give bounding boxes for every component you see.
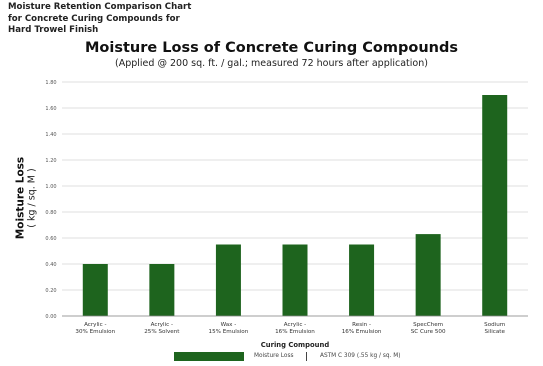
- category-label: 16% Emulsion: [275, 329, 315, 335]
- category-label: 30% Emulsion: [75, 329, 115, 335]
- legend: Moisture Loss ASTM C 309 (.55 kg / sq. M…: [0, 350, 543, 364]
- y-tick-label: 0.00: [45, 314, 56, 320]
- chart-title: Moisture Loss of Concrete Curing Compoun…: [85, 40, 458, 56]
- category-label: 16% Emulsion: [342, 329, 382, 335]
- category-label: Resin -: [352, 322, 371, 328]
- y-tick-label: 0.60: [45, 236, 56, 242]
- bar: [415, 234, 441, 316]
- category-label: Acrylic -: [284, 322, 306, 328]
- category-label: Acrylic -: [84, 322, 106, 328]
- category-label: SpecChem: [413, 322, 443, 328]
- bar: [282, 244, 308, 316]
- y-tick-label: 0.40: [45, 262, 56, 268]
- chart-subtitle: (Applied @ 200 sq. ft. / gal.; measured …: [115, 58, 428, 69]
- y-tick-label: 1.40: [45, 132, 56, 138]
- chart-header: Moisture Retention Comparison Chart for …: [8, 2, 191, 37]
- category-label: Sodium: [484, 322, 505, 328]
- legend-swatch: [174, 352, 244, 361]
- bar: [215, 244, 241, 316]
- y-tick-labels: 0.00 0.20 0.40 0.60 0.80 1.00 1.20 1.40 1.60 1.80: [45, 80, 56, 320]
- category-label: 15% Emulsion: [209, 329, 249, 335]
- y-tick-label: 1.80: [45, 80, 56, 86]
- header-line-2: for Concrete Curing Compounds for: [8, 13, 180, 24]
- category-label: 25% Solvent: [144, 329, 180, 335]
- y-tick-label: 1.00: [45, 184, 56, 190]
- legend-series-label: Moisture Loss: [254, 353, 294, 359]
- y-tick-label: 1.20: [45, 158, 56, 164]
- x-axis-title: Curing Compound: [261, 341, 330, 349]
- bar: [82, 264, 108, 316]
- bars: [82, 95, 508, 316]
- legend-standard-label: ASTM C 309 (.55 kg / sq. M): [320, 353, 401, 359]
- bar: [349, 244, 375, 316]
- category-label: Wax -: [221, 322, 237, 328]
- legend-separator: [306, 352, 307, 361]
- y-tick-label: 1.60: [45, 106, 56, 112]
- y-tick-label: 0.80: [45, 210, 56, 216]
- category-label: Silicate: [485, 329, 506, 335]
- y-tick-label: 0.20: [45, 288, 56, 294]
- header-line-1: Moisture Retention Comparison Chart: [8, 2, 192, 12]
- bar: [149, 264, 175, 316]
- category-label: SC Cure 500: [411, 329, 446, 335]
- bar: [482, 95, 508, 316]
- category-label: Acrylic -: [151, 322, 173, 328]
- header-line-3: Hard Trowel Finish: [8, 25, 99, 35]
